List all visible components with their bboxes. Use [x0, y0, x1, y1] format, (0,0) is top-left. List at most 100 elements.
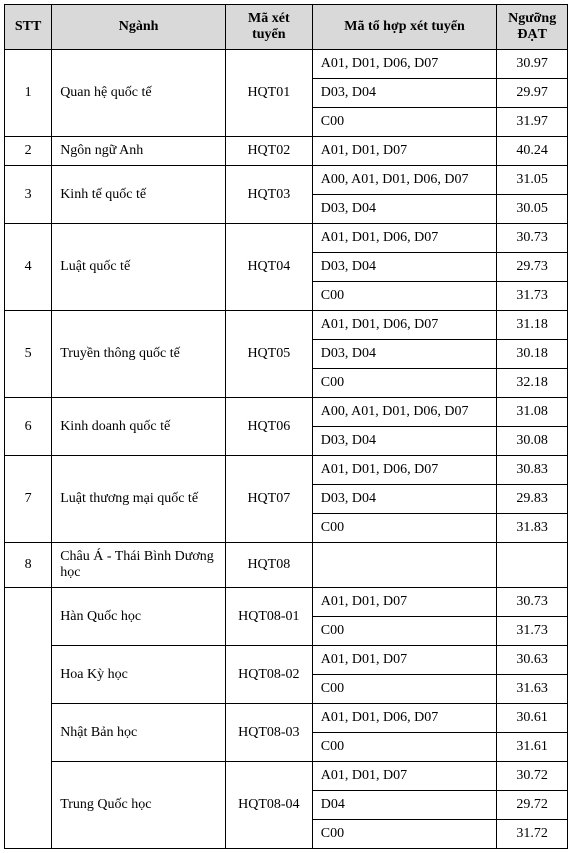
cell-nguong: 31.73 — [497, 617, 568, 646]
cell-nguong: 30.97 — [497, 50, 568, 79]
cell-tohop: D04 — [312, 791, 497, 820]
table-row: 4Luật quốc tếHQT04A01, D01, D06, D0730.7… — [5, 224, 568, 253]
cell-nguong: 40.24 — [497, 137, 568, 166]
cell-tohop: A01, D01, D06, D07 — [312, 50, 497, 79]
cell-tohop: A00, A01, D01, D06, D07 — [312, 166, 497, 195]
cell-tohop: C00 — [312, 675, 497, 704]
cell-nganh: Ngôn ngữ Anh — [52, 137, 226, 166]
cell-nguong: 31.73 — [497, 282, 568, 311]
cell-nguong: 31.61 — [497, 733, 568, 762]
cell-tohop: A01, D01, D06, D07 — [312, 311, 497, 340]
cell-nguong: 29.73 — [497, 253, 568, 282]
cell-tohop: A01, D01, D07 — [312, 762, 497, 791]
cell-tohop: D03, D04 — [312, 340, 497, 369]
cell-stt: 6 — [5, 398, 52, 456]
cell-nguong: 29.97 — [497, 79, 568, 108]
cell-tohop: D03, D04 — [312, 485, 497, 514]
cell-stt: 2 — [5, 137, 52, 166]
cell-stt: 5 — [5, 311, 52, 398]
cell-nguong: 32.18 — [497, 369, 568, 398]
cell-nguong: 31.63 — [497, 675, 568, 704]
cell-nganh: Truyền thông quốc tế — [52, 311, 226, 398]
cell-nganh: Kinh doanh quốc tế — [52, 398, 226, 456]
cell-stt: 3 — [5, 166, 52, 224]
cell-tohop: D03, D04 — [312, 79, 497, 108]
header-maxt: Mã xét tuyển — [225, 5, 312, 50]
cell-nganh: Hoa Kỳ học — [52, 646, 226, 704]
table-row: 3Kinh tế quốc tếHQT03A00, A01, D01, D06,… — [5, 166, 568, 195]
cell-stt: 8 — [5, 543, 52, 588]
cell-maxt: HQT08-04 — [225, 762, 312, 849]
cell-tohop — [312, 543, 497, 588]
header-nganh: Ngành — [52, 5, 226, 50]
cell-maxt: HQT07 — [225, 456, 312, 543]
cell-nguong: 31.18 — [497, 311, 568, 340]
table-row: Hàn Quốc họcHQT08-01A01, D01, D0730.73 — [5, 588, 568, 617]
cell-nganh: Hàn Quốc học — [52, 588, 226, 646]
cell-nguong — [497, 543, 568, 588]
cell-nguong: 31.83 — [497, 514, 568, 543]
cell-tohop: A01, D01, D06, D07 — [312, 704, 497, 733]
cell-maxt: HQT08-01 — [225, 588, 312, 646]
cell-tohop: A01, D01, D07 — [312, 137, 497, 166]
cell-maxt: HQT08 — [225, 543, 312, 588]
cell-nguong: 31.08 — [497, 398, 568, 427]
cell-nganh: Châu Á - Thái Bình Dương học — [52, 543, 226, 588]
cell-maxt: HQT08-02 — [225, 646, 312, 704]
cell-nguong: 30.05 — [497, 195, 568, 224]
cell-tohop: D03, D04 — [312, 195, 497, 224]
cell-nguong: 30.83 — [497, 456, 568, 485]
table-row: 2Ngôn ngữ AnhHQT02A01, D01, D0740.24 — [5, 137, 568, 166]
cell-tohop: C00 — [312, 733, 497, 762]
cell-tohop: C00 — [312, 617, 497, 646]
cell-tohop: C00 — [312, 820, 497, 849]
cell-nguong: 30.08 — [497, 427, 568, 456]
cell-maxt: HQT06 — [225, 398, 312, 456]
cell-nguong: 31.72 — [497, 820, 568, 849]
cell-nguong: 31.97 — [497, 108, 568, 137]
table-row: 8Châu Á - Thái Bình Dương họcHQT08 — [5, 543, 568, 588]
cell-maxt: HQT05 — [225, 311, 312, 398]
cell-stt: 7 — [5, 456, 52, 543]
table-row: 5Truyền thông quốc tếHQT05A01, D01, D06,… — [5, 311, 568, 340]
cell-stt — [5, 588, 52, 849]
cell-nganh: Luật thương mại quốc tế — [52, 456, 226, 543]
cell-nganh: Luật quốc tế — [52, 224, 226, 311]
table-body: 1Quan hệ quốc tếHQT01A01, D01, D06, D073… — [5, 50, 568, 849]
cell-tohop: D03, D04 — [312, 253, 497, 282]
header-nguong: Ngưỡng ĐẠT — [497, 5, 568, 50]
cell-tohop: C00 — [312, 108, 497, 137]
table-row: 6Kinh doanh quốc tếHQT06A00, A01, D01, D… — [5, 398, 568, 427]
cell-nguong: 30.61 — [497, 704, 568, 733]
cell-nguong: 30.63 — [497, 646, 568, 675]
table-header-row: STT Ngành Mã xét tuyển Mã tổ hợp xét tuy… — [5, 5, 568, 50]
cell-nganh: Kinh tế quốc tế — [52, 166, 226, 224]
table-row: Trung Quốc họcHQT08-04A01, D01, D0730.72 — [5, 762, 568, 791]
cell-tohop: C00 — [312, 282, 497, 311]
cell-nganh: Nhật Bản học — [52, 704, 226, 762]
cell-tohop: A01, D01, D07 — [312, 588, 497, 617]
table-row: Hoa Kỳ họcHQT08-02A01, D01, D0730.63 — [5, 646, 568, 675]
cell-maxt: HQT04 — [225, 224, 312, 311]
cell-maxt: HQT01 — [225, 50, 312, 137]
cell-nguong: 30.72 — [497, 762, 568, 791]
cell-nguong: 31.05 — [497, 166, 568, 195]
cell-nguong: 30.18 — [497, 340, 568, 369]
cell-tohop: A01, D01, D06, D07 — [312, 224, 497, 253]
header-tohop: Mã tổ hợp xét tuyển — [312, 5, 497, 50]
cell-tohop: C00 — [312, 369, 497, 398]
cell-stt: 4 — [5, 224, 52, 311]
cell-tohop: D03, D04 — [312, 427, 497, 456]
cell-nguong: 29.72 — [497, 791, 568, 820]
cell-tohop: A00, A01, D01, D06, D07 — [312, 398, 497, 427]
cell-tohop: A01, D01, D07 — [312, 646, 497, 675]
cell-nguong: 29.83 — [497, 485, 568, 514]
cell-stt: 1 — [5, 50, 52, 137]
table-row: Nhật Bản họcHQT08-03A01, D01, D06, D0730… — [5, 704, 568, 733]
cell-maxt: HQT08-03 — [225, 704, 312, 762]
cell-nganh: Trung Quốc học — [52, 762, 226, 849]
admissions-table: STT Ngành Mã xét tuyển Mã tổ hợp xét tuy… — [4, 4, 568, 849]
cell-nguong: 30.73 — [497, 224, 568, 253]
cell-tohop: A01, D01, D06, D07 — [312, 456, 497, 485]
cell-tohop: C00 — [312, 514, 497, 543]
